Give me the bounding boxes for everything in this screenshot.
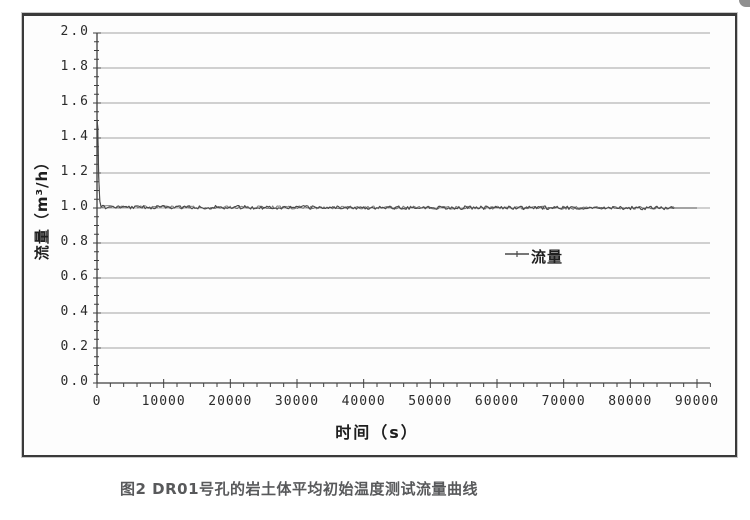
y-tick-label: 1.6 bbox=[60, 94, 90, 109]
y-axis-title: 流量（m³/h） bbox=[33, 153, 51, 261]
x-tick-label: 10000 bbox=[141, 394, 186, 409]
y-tick-label: 1.0 bbox=[60, 199, 90, 214]
y-tick-label: 0.2 bbox=[60, 339, 90, 354]
x-tick-label: 60000 bbox=[474, 394, 520, 409]
x-tick-label: 70000 bbox=[541, 394, 586, 409]
x-tick-label: 50000 bbox=[408, 394, 453, 409]
y-tick-label: 0.0 bbox=[60, 374, 90, 389]
x-tick-label: 40000 bbox=[341, 394, 386, 409]
x-tick-label: 0 bbox=[92, 394, 102, 409]
x-tick-label: 30000 bbox=[274, 394, 320, 409]
x-tick-label: 20000 bbox=[208, 394, 253, 409]
legend-series-label: 流量 bbox=[531, 248, 564, 266]
y-tick-label: 0.4 bbox=[60, 304, 90, 319]
scan-corner-artifact bbox=[739, 0, 750, 7]
chart-frame bbox=[22, 13, 737, 457]
y-tick-label: 0.6 bbox=[60, 269, 90, 284]
y-tick-label: 2.0 bbox=[60, 24, 90, 39]
x-axis-title: 时间（s） bbox=[335, 423, 419, 442]
y-tick-label: 0.8 bbox=[60, 234, 90, 249]
figure-caption: 图2 DR01号孔的岩土体平均初始温度测试流量曲线 bbox=[120, 480, 479, 498]
y-tick-label: 1.4 bbox=[60, 129, 90, 144]
y-tick-label: 1.8 bbox=[60, 59, 90, 74]
x-tick-label: 90000 bbox=[674, 394, 720, 409]
y-tick-label: 1.2 bbox=[60, 164, 90, 179]
x-tick-label: 80000 bbox=[608, 394, 653, 409]
